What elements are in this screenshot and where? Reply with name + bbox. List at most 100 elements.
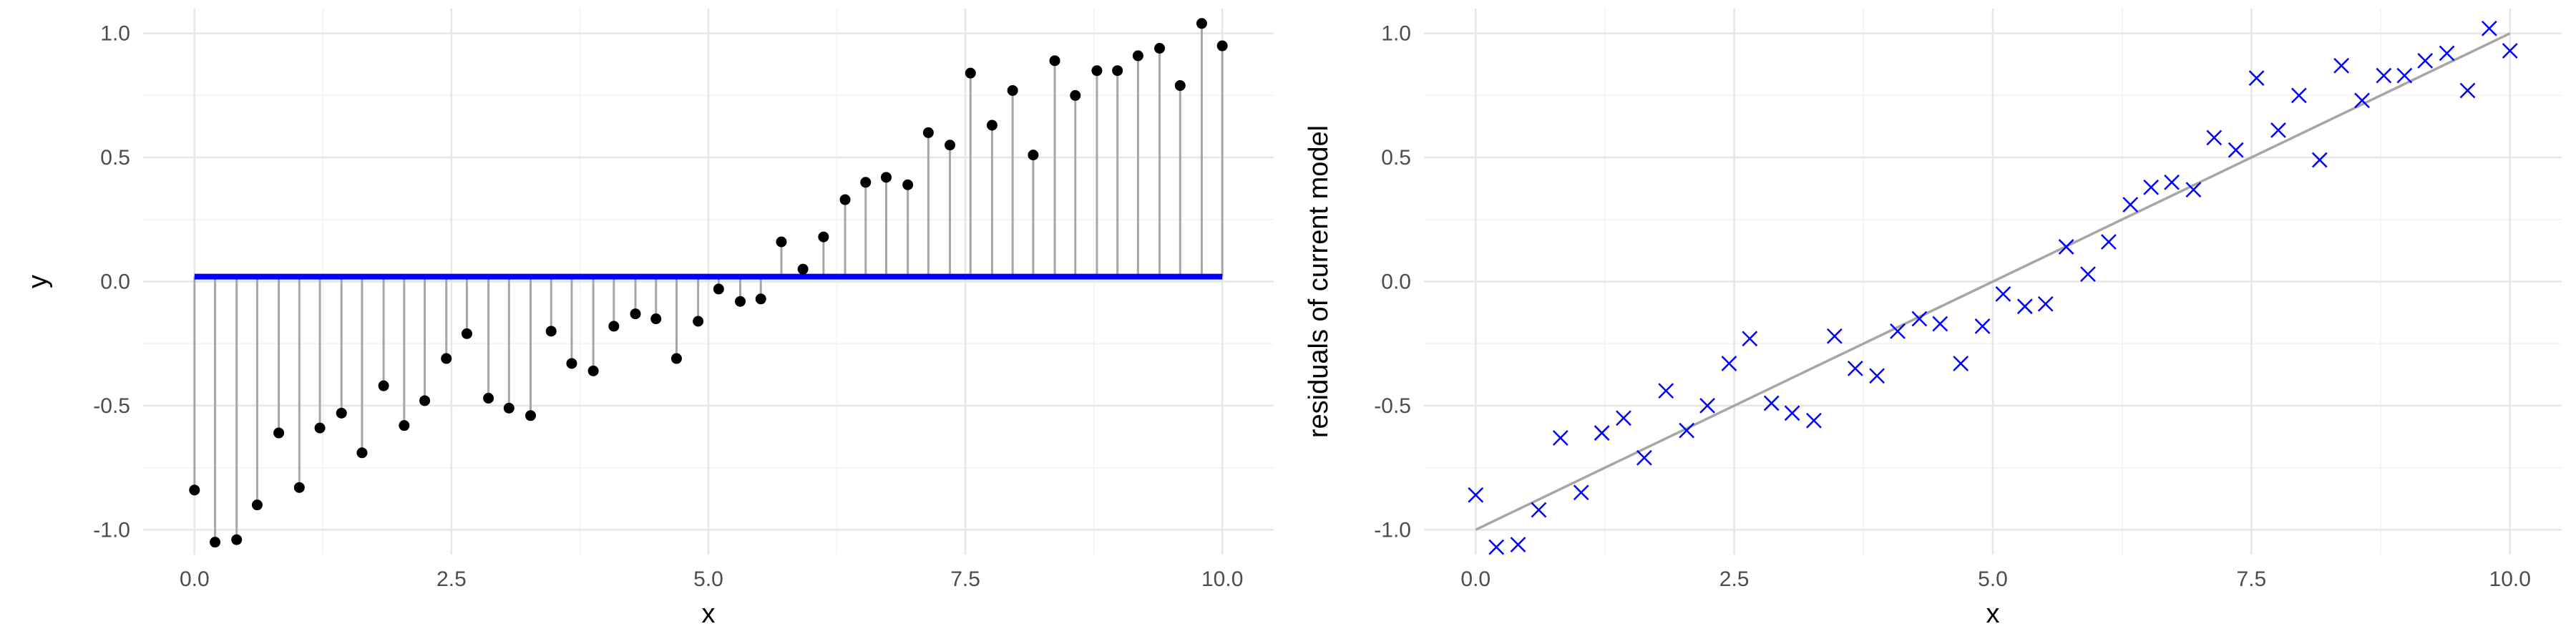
data-point — [1112, 65, 1123, 77]
data-point — [483, 393, 494, 404]
data-point — [1132, 50, 1143, 62]
y-tick-label: 0.0 — [100, 270, 130, 294]
x-tick-label: 7.5 — [950, 567, 980, 591]
data-point — [1174, 80, 1186, 92]
y-tick-label: 0.5 — [100, 146, 130, 170]
data-point — [1742, 331, 1758, 347]
fit-line — [1475, 32, 2511, 531]
data-point — [1699, 398, 1715, 414]
data-point — [545, 326, 557, 337]
x-tick-label: 2.5 — [436, 567, 467, 591]
stems — [193, 23, 1224, 542]
data-point — [650, 313, 662, 325]
data-point — [986, 119, 997, 131]
data-point — [419, 395, 431, 406]
major-gridlines — [143, 9, 1274, 555]
data-point — [860, 177, 872, 188]
data-point — [797, 263, 809, 275]
data-point — [776, 236, 787, 248]
x-tick-label: 5.0 — [693, 567, 723, 591]
x-tick-label: 0.0 — [180, 567, 210, 591]
x-axis-title: x — [1986, 599, 2000, 629]
data-point — [1594, 425, 1610, 441]
data-point — [1953, 356, 1969, 371]
data-points — [189, 18, 1228, 548]
x-tick-label: 10.0 — [1201, 567, 1243, 591]
major-gridlines — [1424, 9, 2562, 555]
data-point — [1869, 368, 1885, 384]
data-point — [1049, 55, 1060, 67]
data-point — [880, 172, 892, 183]
data-point — [902, 179, 914, 190]
data-point — [461, 328, 472, 339]
data-point — [1468, 487, 1484, 503]
data-point — [1806, 412, 1822, 429]
data-point — [2037, 296, 2054, 312]
data-point — [1552, 430, 1568, 446]
data-point — [2311, 152, 2328, 168]
stem-plot-panel: 0.0 2.5 5.0 7.5 10.0 -1.0 -0.5 0.0 0.5 1.0 x y — [23, 9, 1274, 629]
data-point — [2333, 57, 2350, 74]
y-tick-label: -0.5 — [1374, 394, 1411, 418]
data-point — [566, 358, 577, 369]
data-point — [1196, 18, 1207, 29]
data-point — [922, 127, 934, 138]
data-point — [965, 67, 976, 79]
data-point — [713, 283, 724, 295]
y-tick-label: 0.0 — [1381, 270, 1411, 294]
x-tick-label: 7.5 — [2237, 567, 2267, 591]
data-point — [1573, 484, 1589, 501]
data-point — [1531, 502, 1547, 518]
data-point — [2101, 234, 2117, 250]
x-axis-title: x — [702, 599, 716, 629]
data-point — [525, 410, 537, 421]
data-point — [1890, 323, 1906, 339]
data-point — [2481, 20, 2497, 36]
data-point — [670, 353, 682, 364]
data-point — [2206, 130, 2223, 146]
data-point — [1995, 286, 2011, 302]
data-point — [1510, 537, 1526, 553]
data-point — [1784, 405, 1800, 421]
y-tick-label: 1.0 — [100, 22, 130, 46]
y-tick-label: -0.5 — [93, 394, 130, 418]
data-point — [2270, 122, 2286, 138]
x-tick-label: 10.0 — [2489, 567, 2531, 591]
data-point — [1679, 422, 1695, 439]
y-tick-label: -1.0 — [1374, 518, 1411, 542]
data-point — [1932, 316, 1948, 332]
data-point — [2417, 52, 2434, 69]
data-point — [2502, 43, 2518, 59]
data-point — [441, 353, 452, 364]
data-point — [818, 231, 829, 243]
y-tick-label: 0.5 — [1381, 146, 1411, 170]
data-point — [2376, 67, 2392, 84]
data-point — [399, 420, 410, 431]
data-point — [2185, 182, 2202, 198]
data-point — [735, 296, 746, 307]
data-point — [2354, 92, 2370, 109]
x-tick-label: 0.0 — [1460, 567, 1491, 591]
data-point — [1721, 356, 1737, 371]
data-point — [2439, 45, 2455, 62]
data-point — [2122, 197, 2139, 213]
data-point — [839, 194, 851, 205]
data-point — [1826, 328, 1843, 344]
data-point — [378, 380, 389, 391]
y-tick-label: -1.0 — [93, 518, 130, 542]
data-point — [2143, 179, 2160, 195]
data-point — [2016, 298, 2033, 315]
residuals-plot-panel: 0.0 2.5 5.0 7.5 10.0 -1.0 -0.5 0.0 0.5 1.0 x residu… — [1304, 9, 2562, 629]
data-point — [1216, 40, 1228, 52]
data-point — [1658, 383, 1674, 399]
data-point — [755, 293, 766, 305]
data-point — [630, 308, 641, 320]
y-axis-title: y — [23, 275, 53, 288]
data-point — [293, 482, 305, 493]
data-point — [2248, 70, 2265, 86]
data-point — [1974, 318, 1991, 334]
data-point — [945, 140, 956, 151]
data-point — [587, 365, 599, 376]
data-point — [693, 316, 704, 327]
